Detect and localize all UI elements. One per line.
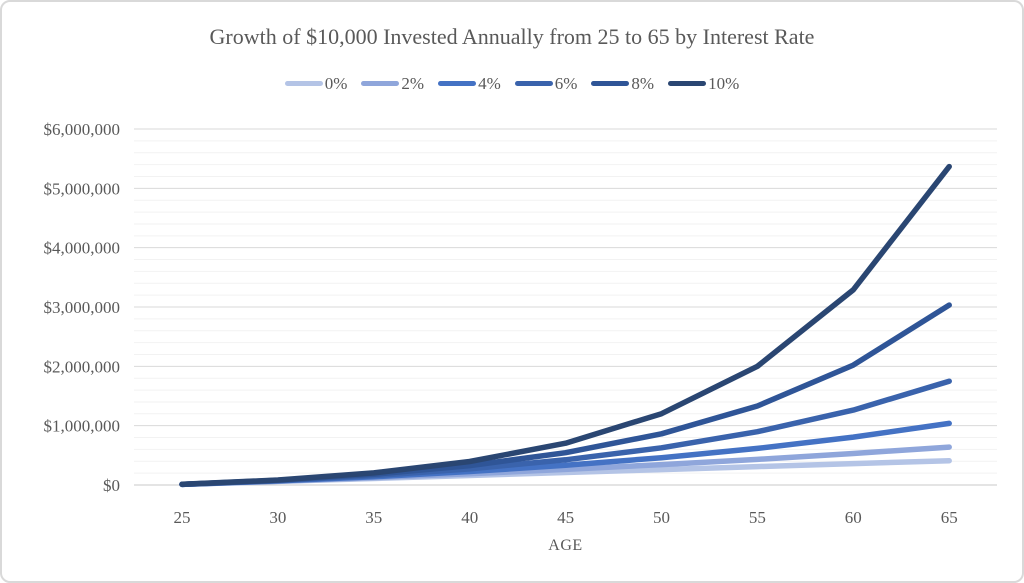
x-axis-title: AGE (548, 537, 582, 554)
y-axis-tick-label: $2,000,000 (44, 357, 121, 376)
x-axis-tick-label: 55 (749, 508, 766, 527)
legend-label: 6% (554, 74, 578, 93)
legend-line-swatch-icon (438, 81, 477, 86)
legend-line-swatch-icon (284, 81, 323, 86)
y-axis-tick-label: $4,000,000 (44, 239, 121, 258)
chart-title: Growth of $10,000 Invested Annually from… (209, 24, 815, 49)
y-axis-tick-label: $3,000,000 (44, 298, 121, 317)
x-axis-tick-label: 65 (941, 508, 958, 527)
x-axis-tick-label: 50 (653, 508, 670, 527)
legend-item-4%: 4% (438, 75, 501, 92)
legend-line-swatch-icon (361, 81, 400, 86)
y-axis-tick-label: $1,000,000 (44, 417, 121, 436)
legend-item-6%: 6% (514, 74, 578, 93)
y-axis-tick-label: $5,000,000 (44, 179, 121, 198)
legend: 0% 2% 4% 6% 8% 10% (2, 75, 1022, 92)
legend-line-swatch-icon (591, 81, 630, 86)
legend-item-0%: 0% (284, 74, 348, 93)
legend-item-10%: 10% (668, 75, 739, 92)
legend-line-swatch-icon (668, 81, 707, 86)
legend-label: 10% (708, 74, 740, 93)
x-axis-tick-label: 30 (269, 508, 286, 527)
legend-label: 4% (478, 74, 501, 93)
x-axis-tick-label: 40 (461, 508, 478, 527)
x-axis-tick-label: 25 (174, 508, 191, 527)
legend-item-2%: 2% (361, 75, 424, 92)
legend-label: 8% (631, 74, 655, 93)
legend-label: 2% (401, 74, 425, 93)
legend-line-swatch-icon (514, 81, 553, 86)
x-axis-tick-label: 60 (845, 508, 862, 527)
x-axis-tick-label: 45 (557, 508, 574, 527)
y-axis-tick-label: $0 (103, 476, 120, 495)
legend-item-8%: 8% (591, 75, 654, 92)
y-axis-tick-label: $6,000,000 (44, 120, 121, 139)
legend-label: 0% (324, 74, 348, 93)
series-line-10% (179, 163, 952, 488)
x-axis-tick-label: 35 (365, 508, 382, 527)
